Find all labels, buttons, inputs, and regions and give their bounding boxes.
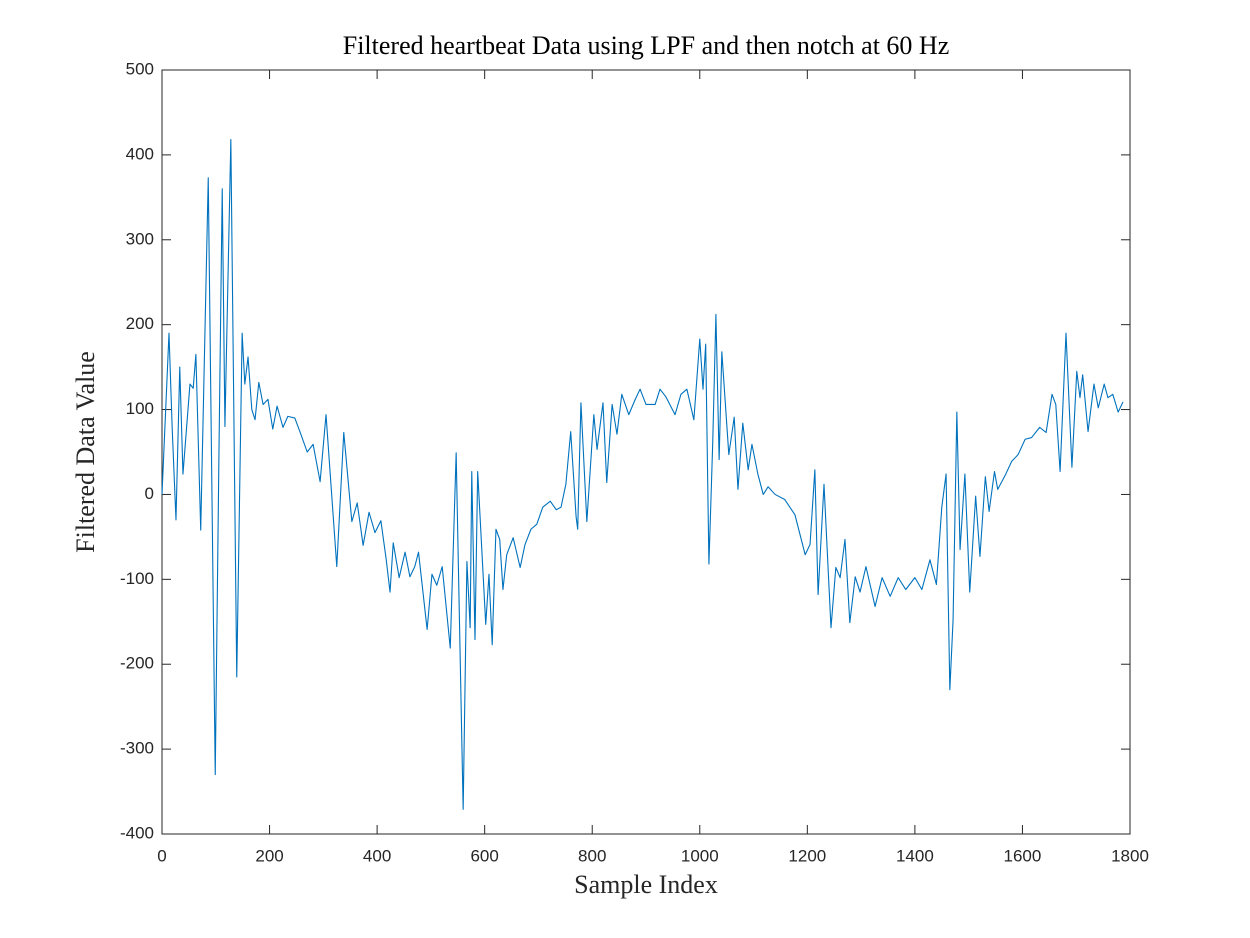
x-tick-label: 1600	[1004, 846, 1042, 865]
plot-area: 0 200 400 600 800 1000 1200 1400 1600 1800-400-30…	[120, 59, 1149, 865]
x-tick-label: 800	[578, 846, 606, 865]
x-tick-label: 1400	[896, 846, 934, 865]
x-tick-label: 1800	[1111, 846, 1149, 865]
y-tick-label: 200	[126, 314, 154, 333]
data-line	[161, 139, 1124, 810]
x-tick-label: 1200	[788, 846, 826, 865]
y-tick-label: 0	[145, 484, 154, 503]
x-tick-label: 600	[470, 846, 498, 865]
y-tick-label: 400	[126, 144, 154, 163]
y-tick-label: 300	[126, 229, 154, 248]
x-tick-label: 200	[255, 846, 283, 865]
y-tick-label: 100	[126, 399, 154, 418]
y-tick-label: -400	[120, 823, 154, 842]
axes-box	[161, 69, 1131, 835]
y-tick-label: -300	[120, 739, 154, 758]
x-axis-label: Sample Index	[574, 870, 718, 899]
x-tick-label: 0	[157, 846, 166, 865]
y-tick-label: -100	[120, 569, 154, 588]
y-tick-label: -200	[120, 654, 154, 673]
y-tick-label: 500	[126, 59, 154, 78]
x-tick-label: 1000	[681, 846, 719, 865]
chart-title: Filtered heartbeat Data using LPF and th…	[343, 31, 950, 60]
y-axis-label: Filtered Data Value	[71, 351, 100, 553]
x-tick-label: 400	[363, 846, 391, 865]
